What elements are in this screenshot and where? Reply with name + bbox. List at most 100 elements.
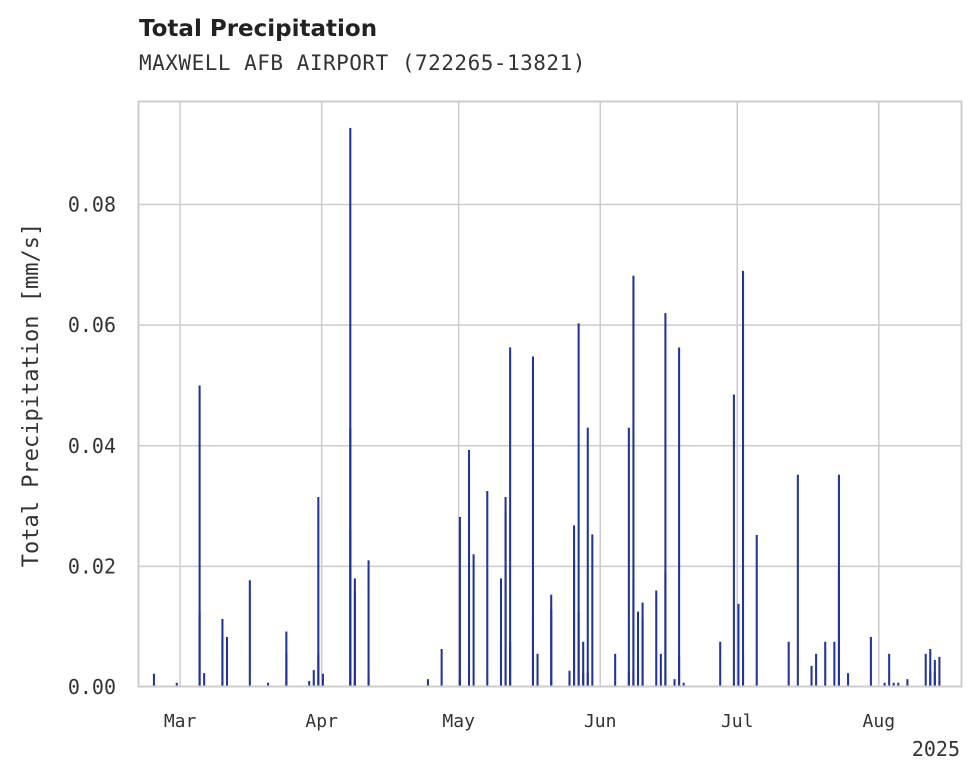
precipitation-bar — [248, 580, 251, 687]
precipitation-bar — [203, 673, 206, 687]
chart-subtitle: MAXWELL AFB AIRPORT (722265-13821) — [139, 51, 586, 75]
y-axis-ticks: 0.00 0.02 0.04 0.06 0.08 — [68, 193, 116, 699]
precipitation-bar — [568, 670, 571, 687]
precipitation-bar — [349, 127, 352, 688]
precipitation-bar — [897, 682, 900, 687]
precipitation-bar — [367, 676, 370, 687]
y-tick-label: 0.08 — [68, 193, 116, 217]
precipitation-bar — [152, 673, 155, 687]
precipitation-bar — [664, 313, 667, 687]
precipitation-bar — [221, 618, 224, 687]
precipitation-bar — [225, 636, 229, 687]
precipitation-bar — [499, 578, 503, 687]
precipitation-bar — [614, 653, 617, 687]
plot-frame — [137, 100, 963, 688]
x-tick-label: Apr — [305, 711, 338, 732]
precipitation-bar — [509, 347, 512, 687]
precipitation-bar — [632, 578, 635, 687]
precipitation-bar — [308, 680, 311, 687]
precipitation-bar — [577, 323, 580, 687]
precipitation-bar — [883, 682, 886, 687]
precipitation-bar — [486, 490, 489, 687]
precipitation-bar — [892, 682, 895, 687]
precipitation-bar — [317, 497, 320, 687]
grid-lines — [139, 102, 961, 687]
precipitation-bar — [888, 653, 891, 687]
precipitation-bar — [285, 653, 288, 687]
precipitation-bar — [742, 653, 745, 687]
precipitation-bar — [810, 665, 813, 687]
precipitation-bar — [531, 356, 534, 687]
precipitation-bar — [573, 560, 576, 687]
precipitation-bar — [458, 516, 461, 687]
precipitation-bar — [787, 641, 790, 687]
precipitation-bar — [367, 560, 370, 687]
precipitation-bar — [737, 603, 740, 687]
precipitation-bar — [815, 653, 818, 687]
precipitation-bar — [582, 673, 585, 687]
precipitation-bar — [591, 534, 594, 687]
precipitation-bar — [321, 673, 324, 687]
precipitation-bar — [833, 641, 836, 687]
precipitation-bar — [869, 636, 872, 687]
precipitation-bar — [632, 275, 635, 687]
precipitation-bar — [353, 679, 356, 687]
precipitation-bar — [586, 427, 589, 687]
precipitation-bar — [586, 673, 589, 687]
x-tick-label: Mar — [164, 711, 197, 732]
precipitation-bar — [938, 656, 941, 687]
precipitation-bar — [929, 649, 932, 687]
precipitation-bar — [353, 590, 356, 687]
precipitation-bar — [742, 270, 745, 687]
y-tick-label: 0.04 — [68, 434, 116, 458]
precipitation-bar — [659, 653, 662, 687]
precipitation-bar — [531, 614, 534, 687]
x-tick-label: Aug — [863, 711, 896, 732]
precipitation-bar — [627, 671, 630, 687]
x-tick-label: Jul — [721, 711, 754, 732]
precipitation-bar — [682, 682, 685, 687]
precipitation-bar — [504, 512, 507, 687]
bar-series — [152, 127, 941, 688]
x-tick-label: May — [442, 711, 475, 732]
precipitation-bar — [509, 641, 512, 687]
precipitation-bar — [678, 347, 681, 687]
precipitation-bar — [641, 602, 644, 687]
y-tick-label: 0.06 — [68, 313, 116, 337]
precipitation-bar — [655, 590, 658, 687]
precipitation-bar — [755, 535, 758, 687]
x-axis-year-label: 2025 — [912, 737, 960, 761]
y-tick-label: 0.00 — [68, 675, 116, 699]
precipitation-bar — [906, 679, 909, 687]
precipitation-bar — [175, 682, 178, 687]
precipitation-bar — [824, 641, 827, 687]
precipitation-bar — [577, 611, 580, 687]
precipitation-bar — [426, 679, 429, 687]
precipitation-bar — [267, 682, 270, 687]
y-tick-label: 0.02 — [68, 554, 116, 578]
x-axis-ticks: Mar Apr May Jun Jul Aug — [164, 711, 895, 732]
precipitation-bar — [924, 653, 927, 687]
chart-title: Total Precipitation — [139, 16, 378, 42]
precipitation-bar — [472, 554, 475, 687]
precipitation-bar — [732, 394, 735, 687]
precipitation-bar — [468, 449, 471, 687]
precipitation-bar — [627, 427, 630, 687]
precipitation-bar — [796, 474, 799, 687]
precipitation-bar — [349, 530, 352, 687]
precipitation-bar — [719, 641, 722, 687]
precipitation-bar — [536, 653, 539, 687]
precipitation-bar — [312, 670, 315, 687]
precipitation-bar — [678, 656, 681, 687]
x-tick-label: Jun — [584, 711, 617, 732]
precipitation-bar — [582, 641, 585, 687]
precipitation-bar — [673, 679, 676, 687]
precipitation-bar — [847, 673, 850, 687]
precipitation-bar — [636, 611, 640, 687]
precipitation-bar — [837, 570, 840, 687]
precipitation-bar — [550, 609, 553, 687]
precipitation-bar — [933, 671, 936, 687]
y-axis-label: Total Precipitation [mm/s] — [19, 223, 44, 567]
precipitation-bar — [929, 670, 932, 687]
